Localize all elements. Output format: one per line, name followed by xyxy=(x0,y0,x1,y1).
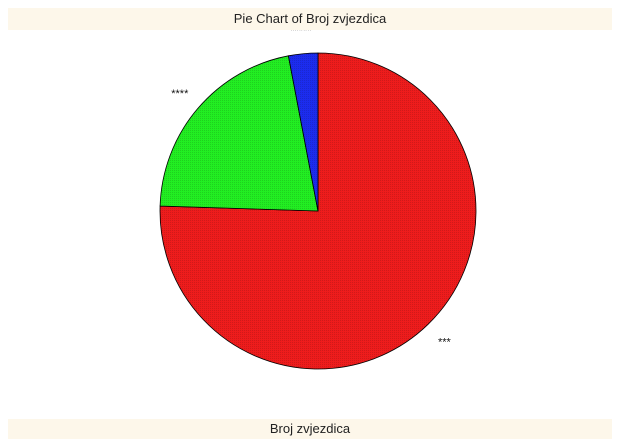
pie-slice-label: ***** xyxy=(290,30,312,37)
pie-chart: ************ xyxy=(159,25,477,370)
chart-title: Pie Chart of Broj zvjezdica xyxy=(8,8,612,30)
pie-slice-label: *** xyxy=(438,337,452,349)
chart-area: *** **** ***** xyxy=(0,25,620,415)
legend-title: Broj zvjezdica xyxy=(8,419,612,439)
pie-slice-texture xyxy=(288,53,318,211)
pie-slice-texture xyxy=(160,55,318,211)
pie-slice-label: **** xyxy=(171,88,189,100)
